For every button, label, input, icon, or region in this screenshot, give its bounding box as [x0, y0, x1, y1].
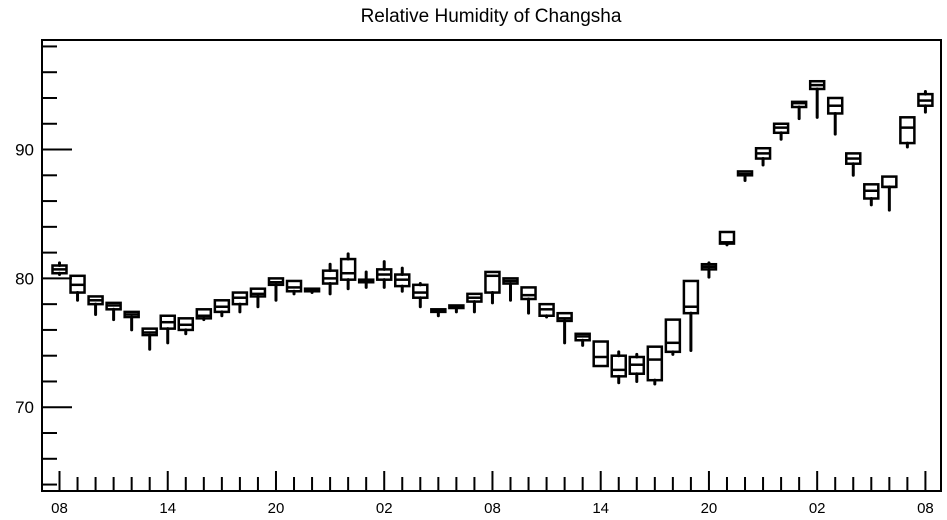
y-tick-label: 80: [15, 269, 34, 288]
box-iqr: [899, 116, 916, 145]
box-iqr: [610, 354, 627, 378]
box-hour-38: [736, 170, 754, 182]
box-hour-36: [700, 261, 718, 279]
box-hour-24: [484, 270, 501, 305]
box-hour-3: [105, 301, 122, 322]
box-hour-26: [520, 286, 537, 315]
box-hour-8: [195, 308, 213, 322]
x-tick-label: 20: [268, 500, 285, 517]
box-iqr: [520, 286, 537, 301]
box-hour-13: [285, 279, 303, 296]
box-hour-40: [772, 122, 790, 141]
box-iqr: [664, 318, 682, 354]
box-hour-34: [664, 318, 682, 356]
box-iqr: [718, 230, 736, 245]
box-hour-22: [448, 304, 465, 314]
box-iqr: [790, 100, 808, 109]
box-hour-20: [412, 282, 429, 309]
box-hour-30: [592, 340, 609, 368]
box-hour-48: [917, 90, 934, 114]
box-hour-27: [538, 302, 555, 319]
box-iqr: [484, 270, 501, 294]
x-tick-label: 02: [809, 500, 826, 517]
box-hour-23: [466, 292, 483, 314]
box-hour-2: [87, 295, 104, 316]
box-hour-0: [51, 261, 68, 277]
box-iqr: [592, 340, 609, 368]
box-hour-42: [808, 79, 826, 119]
box-hour-18: [375, 260, 393, 289]
box-iqr: [285, 279, 303, 293]
box-hour-31: [610, 350, 627, 385]
box-hour-25: [502, 277, 519, 302]
x-tick-label: 02: [376, 500, 393, 517]
box-iqr: [195, 308, 213, 320]
box-iqr: [646, 345, 664, 382]
box-hour-6: [159, 314, 176, 345]
box-hour-29: [574, 332, 591, 347]
box-hour-19: [394, 266, 411, 293]
box-hour-39: [754, 146, 772, 167]
box-series: [51, 79, 934, 386]
box-hour-17: [357, 270, 375, 289]
x-axis: 08 14 20 02 08 14 20 02 08: [51, 471, 934, 517]
box-iqr: [881, 175, 898, 189]
box-hour-32: [628, 352, 646, 383]
box-hour-16: [339, 252, 357, 291]
box-hour-21: [430, 308, 447, 318]
y-tick-label: 70: [15, 398, 34, 417]
box-hour-5: [141, 327, 158, 351]
x-tick-label: 20: [701, 500, 718, 517]
box-iqr: [339, 257, 357, 281]
box-hour-9: [213, 299, 231, 318]
box-hour-7: [177, 317, 195, 336]
box-iqr: [249, 287, 267, 298]
box-hour-1: [69, 274, 86, 302]
box-hour-11: [249, 287, 267, 309]
box-iqr: [321, 269, 339, 285]
box-hour-12: [267, 277, 285, 302]
box-hour-35: [682, 279, 700, 353]
box-hour-41: [790, 100, 808, 121]
x-tick-label: 14: [159, 500, 176, 517]
x-tick-label: 08: [51, 500, 68, 517]
x-tick-label: 08: [484, 500, 501, 517]
x-tick-label: 14: [592, 500, 609, 517]
box-hour-14: [303, 287, 321, 295]
box-hour-46: [881, 175, 898, 212]
x-tick-label: 08: [917, 500, 934, 517]
box-hour-37: [718, 230, 736, 247]
chart-title: Relative Humidity of Changsha: [361, 6, 622, 27]
box-hour-15: [321, 262, 339, 296]
y-tick-label: 90: [15, 141, 34, 160]
box-iqr: [556, 311, 573, 323]
box-hour-4: [123, 310, 140, 332]
box-hour-45: [863, 183, 880, 207]
box-hour-44: [845, 152, 862, 177]
box-hour-28: [556, 311, 573, 345]
box-hour-47: [899, 116, 916, 149]
y-axis: 70 80 90: [15, 45, 72, 486]
box-iqr: [682, 279, 700, 315]
box-hour-10: [231, 291, 249, 314]
box-hour-33: [646, 345, 664, 386]
box-hour-43: [826, 96, 844, 136]
box-iqr: [412, 283, 429, 299]
